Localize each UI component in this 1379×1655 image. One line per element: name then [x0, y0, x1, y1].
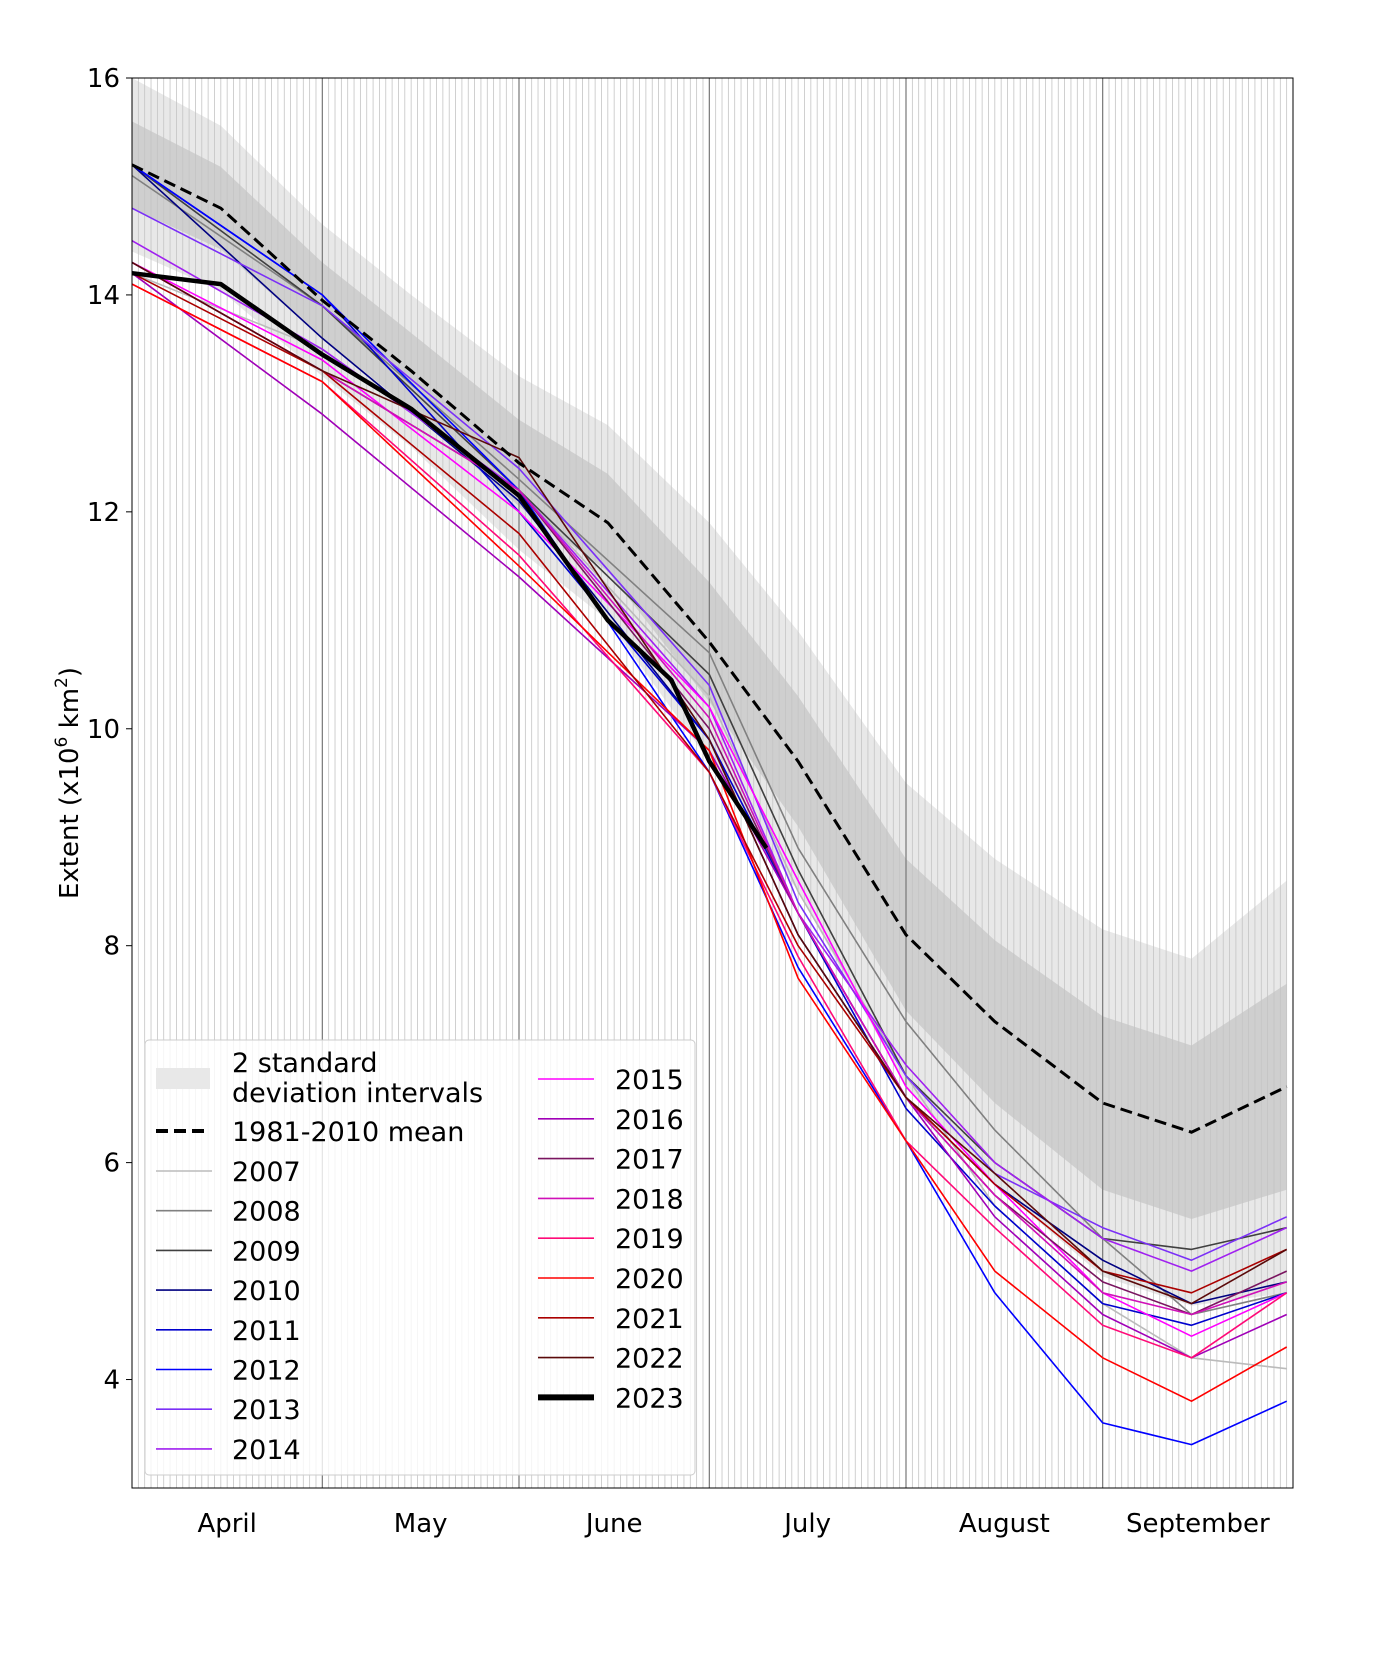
x-month-label: September — [1126, 1509, 1270, 1539]
legend-label-2021: 2021 — [615, 1304, 684, 1335]
legend-label-2022: 2022 — [615, 1344, 684, 1375]
y-tick-label: 14 — [87, 281, 120, 311]
legend-label-2017: 2017 — [615, 1145, 684, 1176]
series-line-2018 — [131, 261, 1287, 1316]
y-tick-label: 10 — [87, 715, 120, 745]
legend-label-2016: 2016 — [615, 1105, 684, 1136]
legend-label-2007: 2007 — [232, 1157, 301, 1188]
x-axis-month-labels: April May June July August September — [197, 1509, 1270, 1539]
legend-label-2012: 2012 — [232, 1356, 301, 1387]
y-tick-label: 16 — [87, 64, 120, 94]
legend-band-swatch — [156, 1068, 210, 1089]
x-month-label: May — [394, 1509, 448, 1539]
legend-band-label-2: deviation intervals — [232, 1078, 483, 1109]
y-tick-label: 8 — [103, 932, 120, 962]
legend-label-2011: 2011 — [232, 1316, 301, 1347]
x-month-label: April — [197, 1509, 256, 1539]
legend: 2 standard deviation intervals 1981-2010… — [144, 1039, 696, 1476]
legend-label-2009: 2009 — [232, 1236, 301, 1267]
series-lines — [131, 163, 1288, 1446]
y-tick-label: 12 — [87, 498, 120, 528]
series-line-2021 — [131, 272, 1288, 1294]
series-line-2015 — [131, 261, 1288, 1337]
legend-label-2018: 2018 — [615, 1184, 684, 1215]
series-line-2020 — [131, 283, 1288, 1402]
x-month-label: July — [782, 1509, 831, 1539]
legend-band-label-1: 2 standard — [232, 1048, 378, 1079]
y-axis-ticks: 4 6 8 10 12 14 16 — [87, 64, 132, 1396]
series-line-2019 — [131, 283, 1288, 1359]
y-tick-label: 6 — [103, 1149, 120, 1179]
legend-frame — [144, 1039, 696, 1476]
legend-label-2014: 2014 — [232, 1435, 301, 1466]
series-line-2014 — [131, 240, 1288, 1272]
y-tick-label: 4 — [103, 1366, 120, 1396]
legend-label-2015: 2015 — [615, 1065, 684, 1096]
legend-label-2008: 2008 — [232, 1197, 301, 1228]
legend-label-2019: 2019 — [615, 1224, 684, 1255]
plot-frame — [131, 77, 1294, 1489]
legend-label-2013: 2013 — [232, 1395, 301, 1426]
legend-label-2023: 2023 — [615, 1383, 684, 1414]
x-month-label: June — [584, 1509, 643, 1539]
legend-label-2020: 2020 — [615, 1264, 684, 1295]
x-month-label: August — [959, 1509, 1050, 1539]
y-axis-label: Extent (x106 km2) — [52, 667, 85, 899]
series-line-2023 — [131, 270, 769, 850]
legend-label-2010: 2010 — [232, 1276, 301, 1307]
legend-mean-label: 1981-2010 mean — [232, 1117, 464, 1148]
series-line-2012 — [131, 164, 1288, 1446]
mean-line — [131, 163, 1288, 1134]
